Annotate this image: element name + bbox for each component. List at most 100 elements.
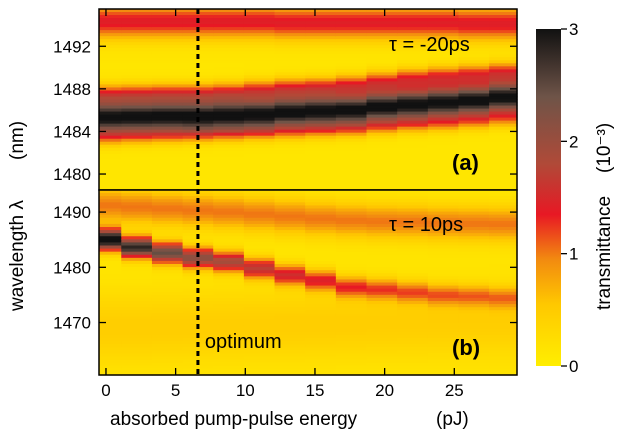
heatmap-cell bbox=[121, 66, 153, 70]
heatmap-cell bbox=[243, 126, 276, 131]
heatmap-cell bbox=[99, 54, 122, 58]
heatmap-cell bbox=[99, 208, 122, 213]
heatmap-cell bbox=[182, 276, 214, 281]
heatmap-cell bbox=[99, 353, 122, 358]
heatmap-cell bbox=[121, 60, 153, 64]
heatmap-cell bbox=[305, 99, 337, 104]
heatmap-cell bbox=[366, 307, 398, 311]
heatmap-cell bbox=[366, 214, 398, 219]
heatmap-cell bbox=[397, 147, 429, 152]
heatmap-cell bbox=[397, 48, 429, 52]
heatmap-cell bbox=[335, 126, 368, 131]
heatmap-cell bbox=[121, 138, 153, 143]
heatmap-cell bbox=[305, 353, 337, 358]
heatmap-cell bbox=[335, 24, 368, 28]
heatmap-cell bbox=[213, 138, 245, 143]
heatmap-cell bbox=[151, 180, 184, 185]
heatmap-cell bbox=[121, 202, 153, 207]
heatmap-cell bbox=[243, 27, 276, 31]
heatmap-cell bbox=[489, 162, 518, 167]
heatmap-cell bbox=[243, 144, 276, 149]
heatmap-cell bbox=[213, 132, 245, 137]
heatmap-cell bbox=[151, 282, 184, 287]
heatmap-cell bbox=[489, 294, 518, 299]
heatmap-cell bbox=[99, 233, 122, 237]
heatmap-cell bbox=[397, 99, 429, 104]
heatmap-cell bbox=[427, 304, 460, 308]
heatmap-cell bbox=[243, 87, 276, 92]
heatmap-cell bbox=[397, 291, 429, 296]
heatmap-cell bbox=[274, 81, 306, 86]
heatmap-cell bbox=[274, 183, 306, 188]
heatmap-cell bbox=[151, 90, 184, 95]
heatmap-cell bbox=[274, 147, 306, 152]
heatmap-cell bbox=[366, 135, 398, 140]
heatmap-cell bbox=[427, 114, 460, 119]
heatmap-cell bbox=[243, 156, 276, 161]
heatmap-cell bbox=[305, 331, 337, 336]
heatmap-cell bbox=[243, 196, 276, 200]
heatmap-cell bbox=[335, 196, 368, 200]
heatmap-cell bbox=[489, 242, 518, 247]
heatmap-cell bbox=[335, 251, 368, 256]
heatmap-cell bbox=[366, 153, 398, 158]
heatmap-cell bbox=[151, 114, 184, 119]
heatmap-cell bbox=[213, 63, 245, 67]
heatmap-cell bbox=[213, 81, 245, 86]
heatmap-cell bbox=[121, 297, 153, 302]
heatmap-cell bbox=[366, 48, 398, 52]
heatmap-cell bbox=[151, 33, 184, 37]
heatmap-cell bbox=[274, 51, 306, 55]
heatmap-cell bbox=[335, 359, 368, 364]
heatmap-cell bbox=[151, 279, 184, 284]
heatmap-cell bbox=[151, 214, 184, 219]
heatmap-cell bbox=[489, 193, 518, 197]
heatmap-cell bbox=[274, 12, 306, 16]
heatmap-cell bbox=[335, 81, 368, 86]
heatmap-cell bbox=[99, 205, 122, 210]
heatmap-cell bbox=[489, 338, 518, 342]
heatmap-cell bbox=[397, 350, 429, 355]
heatmap-cell bbox=[99, 334, 122, 339]
heatmap-cell bbox=[397, 264, 429, 268]
heatmap-cell bbox=[182, 202, 214, 207]
heatmap-cell bbox=[489, 174, 518, 179]
heatmap-cell bbox=[489, 313, 518, 318]
heatmap-cell bbox=[274, 42, 306, 46]
heatmap-cell bbox=[366, 322, 398, 327]
heatmap-cell bbox=[151, 270, 184, 274]
heatmap-cell bbox=[305, 153, 337, 158]
heatmap-cell bbox=[427, 120, 460, 125]
heatmap-cell bbox=[335, 165, 368, 170]
heatmap-cell bbox=[335, 254, 368, 259]
heatmap-cell bbox=[366, 45, 398, 49]
heatmap-cell bbox=[274, 48, 306, 52]
heatmap-cell bbox=[366, 359, 398, 364]
heatmap-cell bbox=[427, 183, 460, 188]
heatmap-cell bbox=[182, 57, 214, 61]
heatmap-cell bbox=[151, 135, 184, 140]
heatmap-cell bbox=[99, 120, 122, 125]
heatmap-cell bbox=[121, 251, 153, 256]
heatmap-cell bbox=[305, 30, 337, 34]
heatmap-cell bbox=[151, 84, 184, 89]
heatmap-cell bbox=[151, 171, 184, 176]
heatmap-cell bbox=[489, 282, 518, 287]
heatmap-cell bbox=[151, 39, 184, 43]
heatmap-cell bbox=[151, 362, 184, 367]
heatmap-cell bbox=[213, 84, 245, 89]
heatmap-cell bbox=[427, 239, 460, 244]
heatmap-cell bbox=[99, 341, 122, 345]
y-tick-label: 1488 bbox=[53, 80, 91, 99]
heatmap-cell bbox=[99, 69, 122, 73]
heatmap-cell bbox=[274, 242, 306, 247]
heatmap-cell bbox=[243, 297, 276, 302]
heatmap-cell bbox=[213, 331, 245, 336]
heatmap-cell bbox=[427, 174, 460, 179]
heatmap-cell bbox=[458, 328, 490, 333]
heatmap-cell bbox=[99, 174, 122, 179]
heatmap-cell bbox=[397, 356, 429, 361]
heatmap-cell bbox=[243, 171, 276, 176]
heatmap-cell bbox=[489, 102, 518, 107]
heatmap-cell bbox=[366, 120, 398, 125]
